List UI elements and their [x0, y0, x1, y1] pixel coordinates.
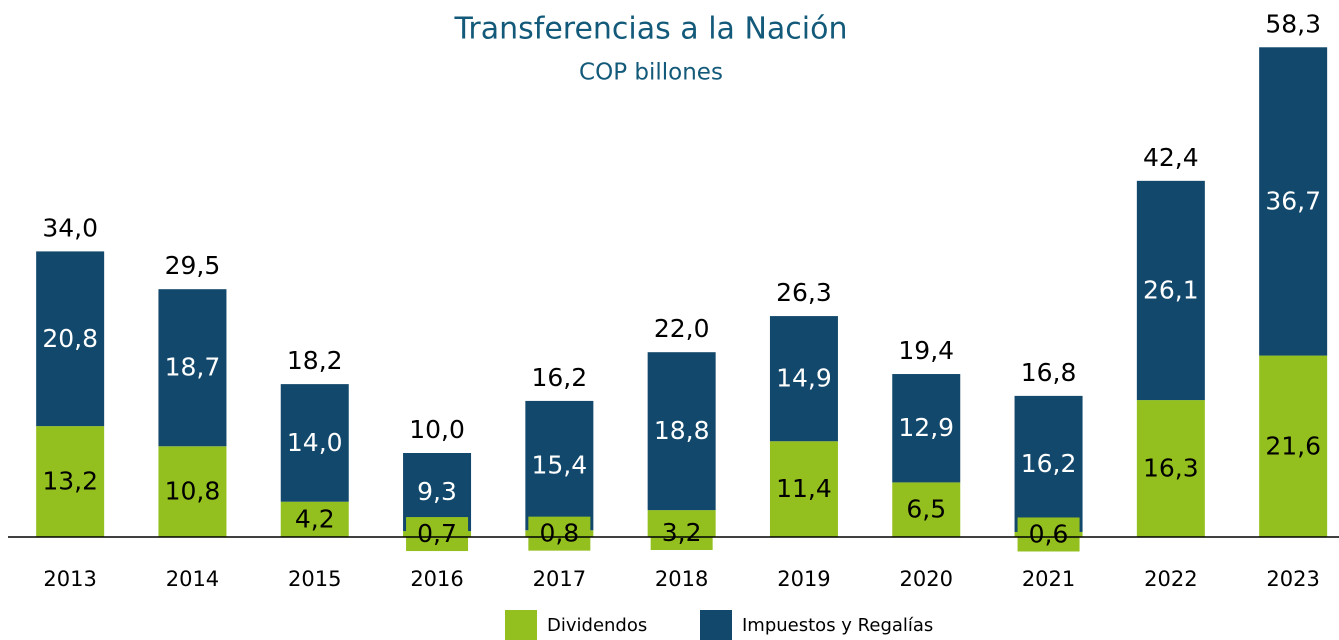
value-label: 18,8	[654, 416, 710, 445]
legend-swatch	[505, 610, 537, 640]
legend-label: Dividendos	[547, 615, 647, 636]
x-tick-label: 2021	[1022, 567, 1075, 591]
value-label: 3,2	[662, 518, 702, 547]
bar-segment	[769, 441, 838, 537]
bar-segment	[158, 446, 227, 537]
bar-segment	[1259, 355, 1328, 537]
legend-label: Impuestos y Regalías	[742, 615, 933, 636]
chart-title: Transferencias a la Nación	[453, 12, 847, 47]
label-background	[528, 516, 591, 551]
x-tick-label: 2016	[410, 567, 463, 591]
total-label: 42,4	[1143, 143, 1199, 172]
value-label: 36,7	[1265, 186, 1321, 215]
value-label: 14,9	[776, 364, 832, 393]
value-label: 12,9	[898, 413, 954, 442]
bar-segment	[892, 482, 961, 537]
bar-segment	[280, 384, 349, 502]
value-label: 21,6	[1265, 431, 1321, 460]
bar-segment	[1136, 400, 1205, 537]
value-label: 16,3	[1143, 454, 1199, 483]
x-tick-label: 2015	[288, 567, 341, 591]
bar-segment	[36, 426, 105, 537]
legend-swatch	[700, 610, 732, 640]
bar-segment	[525, 400, 594, 531]
total-label: 10,0	[409, 415, 465, 444]
total-label: 18,2	[287, 346, 343, 375]
x-tick-label: 2018	[655, 567, 708, 591]
value-label: 16,2	[1021, 449, 1077, 478]
chart-subtitle: COP billones	[579, 60, 723, 86]
value-label: 0,6	[1029, 519, 1069, 548]
value-label: 14,0	[287, 428, 343, 457]
x-tick-label: 2022	[1144, 567, 1197, 591]
bar-segment	[36, 251, 105, 427]
value-label: 26,1	[1143, 275, 1199, 304]
value-label: 15,4	[532, 451, 588, 480]
x-tick-label: 2017	[533, 567, 586, 591]
value-label: 13,2	[42, 467, 98, 496]
total-label: 19,4	[898, 336, 954, 365]
x-tick-label: 2014	[166, 567, 219, 591]
bar-segment	[158, 289, 227, 447]
bar-segment	[892, 374, 961, 483]
x-tick-label: 2013	[43, 567, 96, 591]
label-background	[1017, 517, 1080, 552]
bar-segment	[280, 501, 349, 537]
label-background	[406, 517, 469, 552]
value-label: 9,3	[417, 477, 457, 506]
label-background	[650, 516, 713, 550]
value-label: 6,5	[906, 495, 946, 524]
total-label: 34,0	[42, 213, 98, 242]
value-label: 10,8	[165, 477, 221, 506]
value-label: 0,7	[417, 519, 457, 548]
bar-segment	[769, 316, 838, 442]
total-label: 29,5	[165, 251, 221, 280]
total-label: 26,3	[776, 278, 832, 307]
x-tick-label: 2020	[900, 567, 953, 591]
x-tick-label: 2019	[777, 567, 830, 591]
value-label: 0,8	[539, 519, 579, 548]
bar-segment	[647, 352, 716, 511]
value-label: 18,7	[165, 353, 221, 382]
bar-segment	[1014, 395, 1083, 532]
total-label: 22,0	[654, 314, 710, 343]
bar-segment	[1136, 180, 1205, 401]
value-label: 4,2	[295, 504, 335, 533]
value-label: 20,8	[42, 324, 98, 353]
value-label: 11,4	[776, 474, 832, 503]
total-label: 58,3	[1265, 9, 1321, 38]
bar-segment	[1259, 47, 1328, 356]
total-label: 16,8	[1021, 358, 1077, 387]
x-tick-label: 2023	[1266, 567, 1319, 591]
total-label: 16,2	[532, 363, 588, 392]
